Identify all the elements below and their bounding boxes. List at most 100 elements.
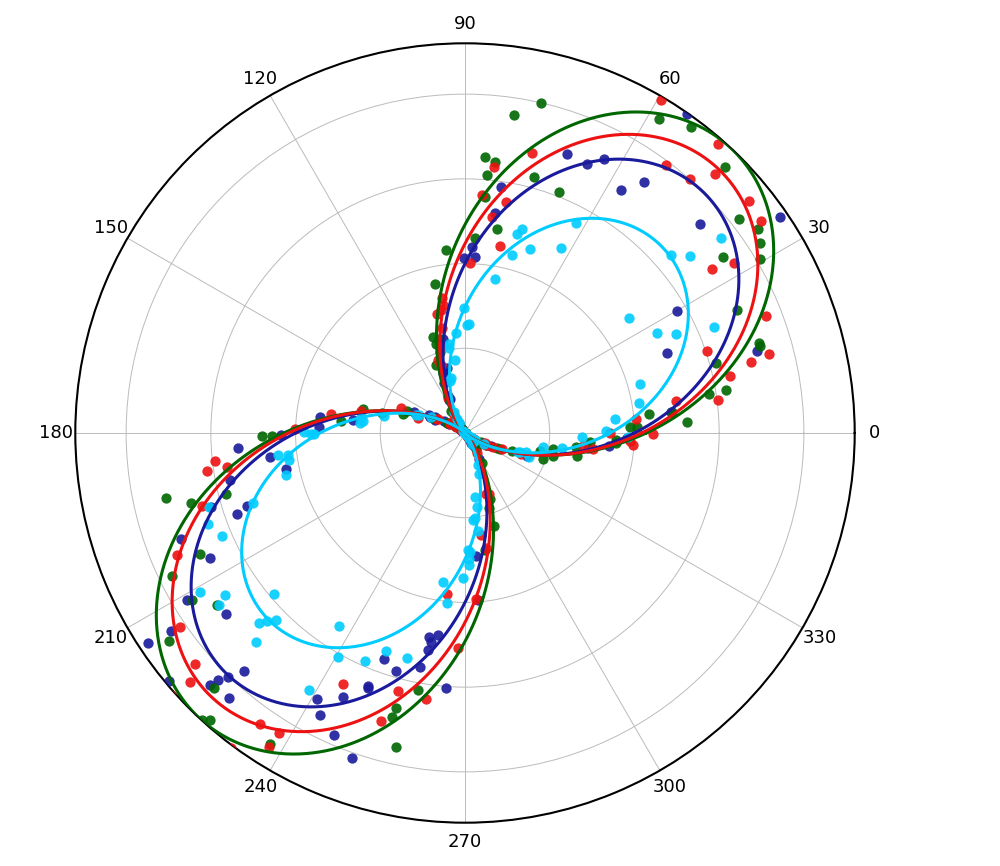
Point	[465, 514, 481, 527]
Point	[218, 487, 234, 501]
Point	[254, 429, 270, 443]
Point	[457, 426, 473, 440]
Point	[435, 365, 451, 379]
Point	[184, 593, 200, 607]
Point	[513, 447, 529, 461]
Point	[607, 412, 623, 426]
Point	[423, 635, 439, 649]
Point	[467, 433, 483, 447]
Point	[653, 93, 669, 107]
Point	[251, 617, 267, 630]
Point	[598, 424, 614, 438]
Point	[219, 461, 235, 475]
Point	[457, 426, 473, 440]
Point	[447, 419, 463, 433]
Point	[457, 426, 473, 440]
Point	[554, 441, 570, 455]
Point	[262, 450, 278, 464]
Point	[489, 442, 505, 456]
Point	[585, 442, 601, 456]
Point	[192, 585, 208, 599]
Point	[467, 512, 483, 526]
Point	[456, 301, 472, 315]
Point	[663, 249, 679, 262]
Point	[569, 449, 585, 463]
Point	[682, 249, 698, 263]
Point	[248, 636, 264, 650]
Point	[749, 344, 765, 358]
Point	[451, 422, 467, 436]
Point	[707, 167, 723, 181]
Point	[214, 529, 230, 543]
Point	[457, 426, 473, 440]
Point	[146, 693, 162, 707]
Point	[430, 352, 446, 366]
Point	[421, 630, 437, 643]
Point	[468, 549, 484, 563]
Point	[458, 427, 474, 441]
Point	[360, 679, 376, 693]
Point	[460, 429, 476, 443]
Point	[422, 410, 438, 423]
Point	[411, 408, 427, 422]
Point	[355, 403, 371, 417]
Point	[261, 789, 277, 803]
Point	[458, 427, 474, 441]
Point	[509, 227, 525, 241]
Point	[161, 675, 177, 688]
Point	[613, 184, 629, 197]
Point	[468, 442, 484, 456]
Point	[602, 426, 618, 440]
Point	[486, 160, 502, 174]
Point	[182, 675, 198, 689]
Point	[425, 331, 441, 345]
Point	[192, 547, 208, 561]
Point	[453, 422, 469, 436]
Point	[194, 713, 210, 727]
Point	[481, 488, 497, 501]
Point	[460, 429, 476, 443]
Point	[553, 241, 569, 255]
Point	[493, 181, 509, 195]
Point	[448, 413, 464, 427]
Point	[487, 206, 503, 220]
Point	[460, 543, 476, 557]
Point	[446, 408, 462, 422]
Point	[259, 614, 275, 628]
Point	[663, 405, 679, 419]
Point	[443, 372, 459, 385]
Point	[164, 569, 180, 583]
Point	[741, 194, 757, 208]
Point	[729, 303, 745, 317]
Point	[399, 404, 415, 418]
Point	[393, 402, 409, 416]
Point	[625, 438, 641, 452]
Point	[479, 438, 495, 452]
Point	[521, 449, 537, 463]
Point	[442, 391, 458, 405]
Point	[423, 410, 439, 424]
Point	[631, 396, 647, 410]
Point	[619, 430, 635, 444]
Point	[440, 389, 456, 403]
Point	[470, 524, 486, 538]
Point	[441, 340, 457, 354]
Point	[706, 320, 722, 334]
Point	[435, 575, 451, 589]
Point	[452, 419, 468, 433]
Point	[466, 432, 482, 446]
Point	[722, 369, 738, 383]
Point	[442, 374, 458, 388]
Point	[454, 423, 470, 436]
Point	[352, 416, 368, 430]
Point	[451, 417, 467, 430]
Point	[221, 691, 237, 705]
Point	[456, 424, 472, 438]
Point	[428, 358, 444, 372]
Point	[278, 469, 294, 482]
Point	[487, 155, 503, 169]
Point	[596, 152, 612, 165]
Point	[579, 157, 595, 171]
Point	[462, 256, 478, 270]
Point	[447, 353, 463, 367]
